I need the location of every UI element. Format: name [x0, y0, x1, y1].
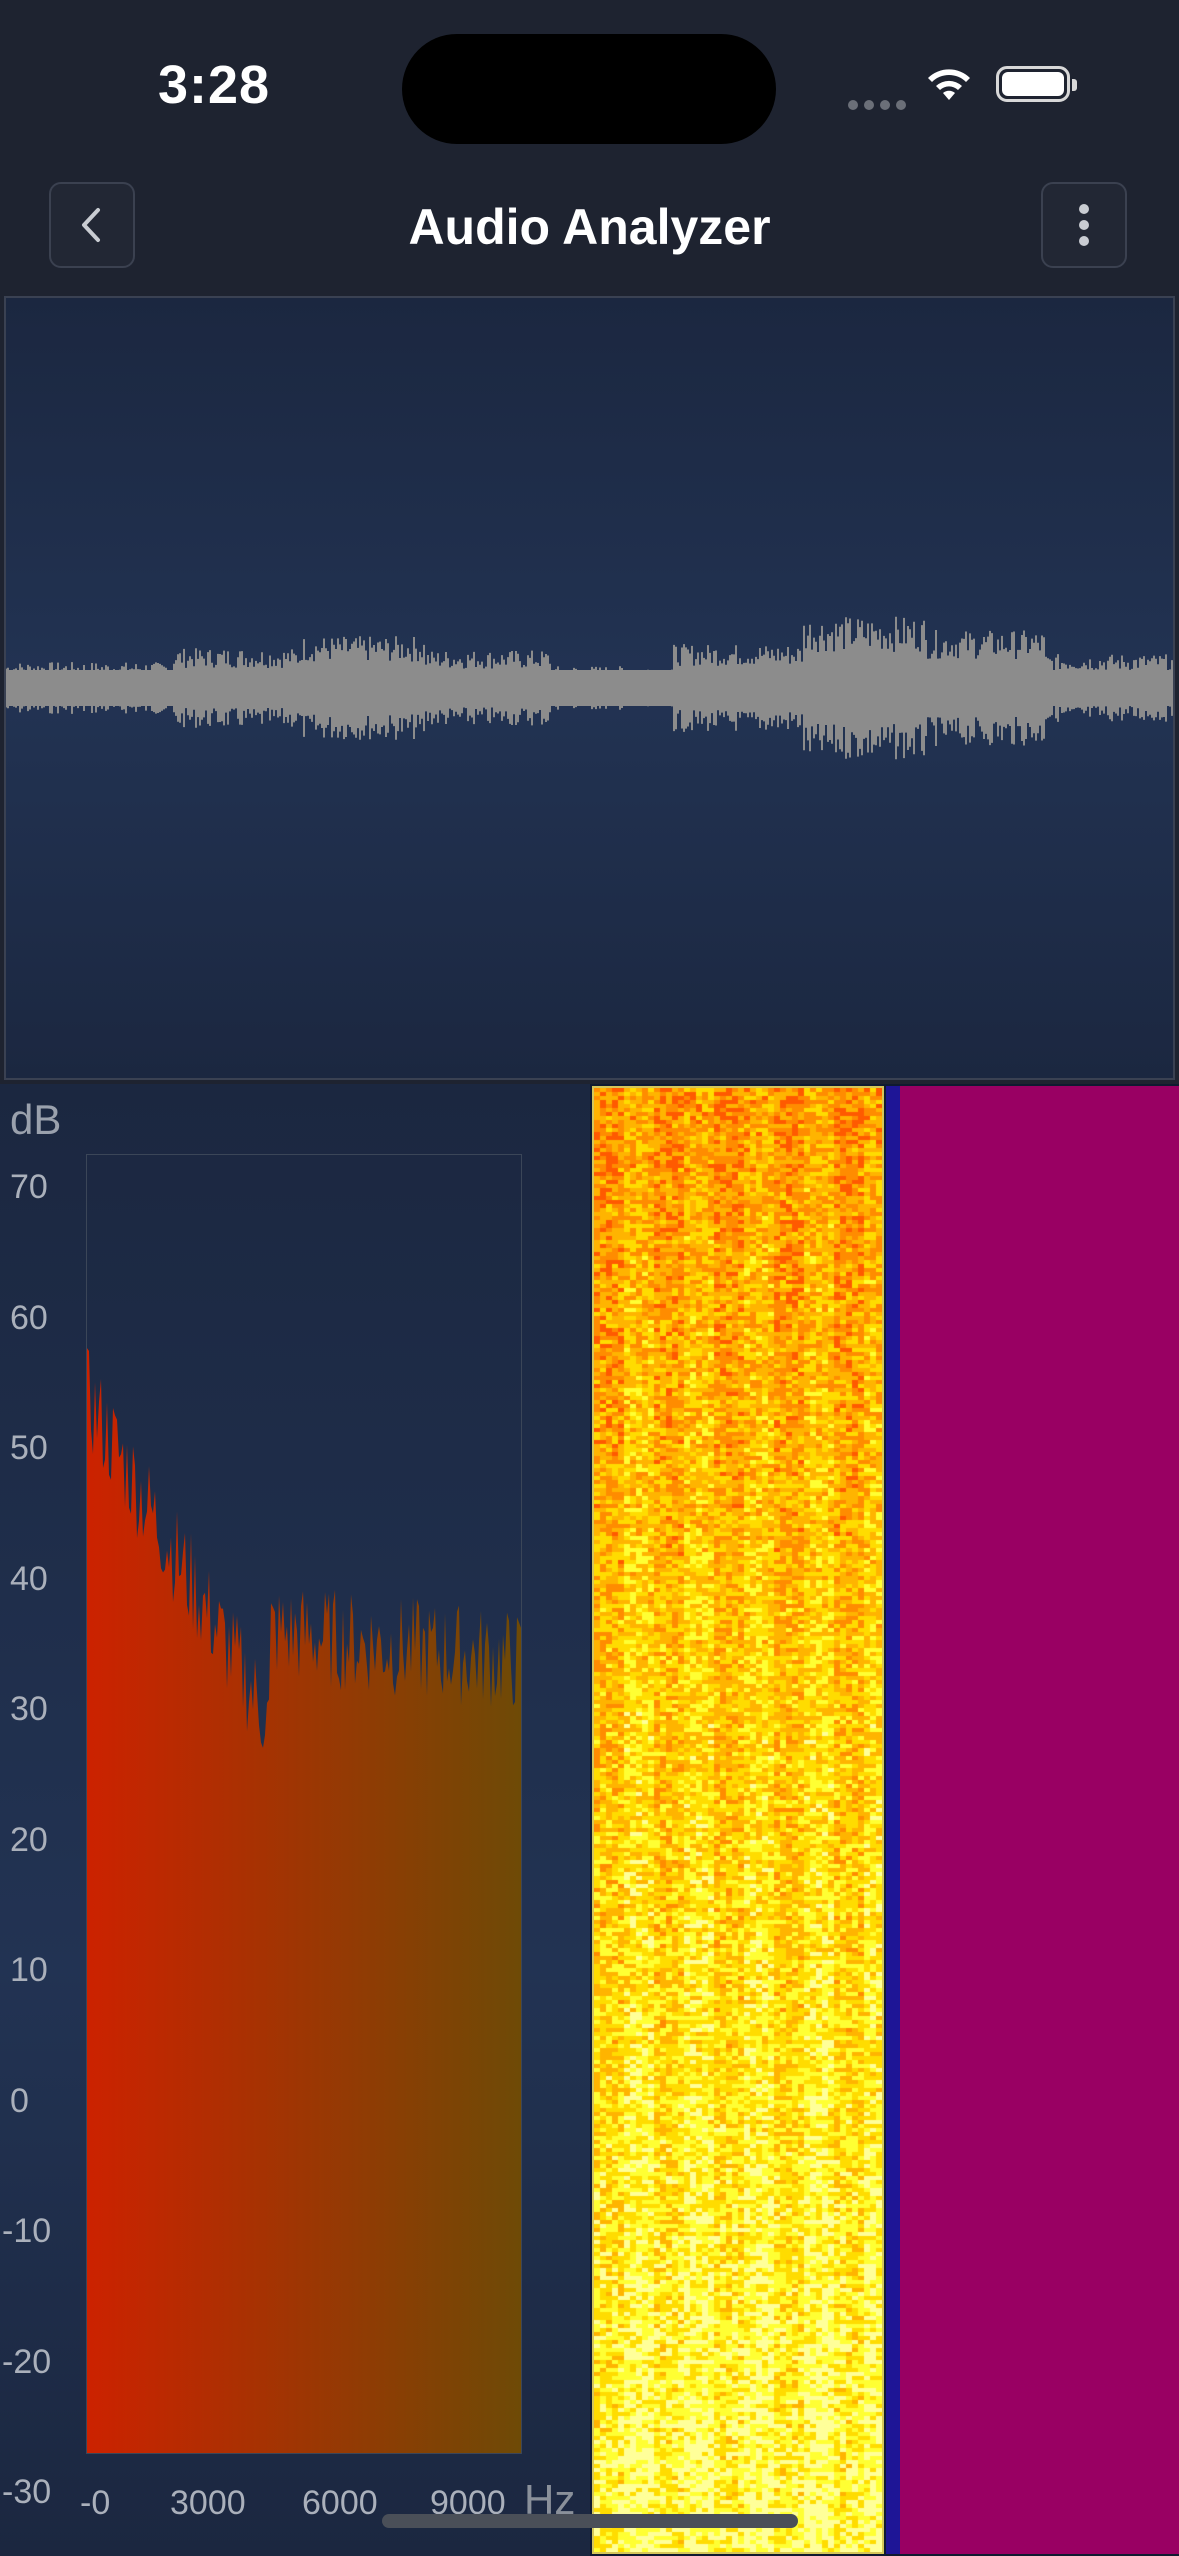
more-options-button[interactable]: [1041, 182, 1127, 268]
spectrogram-heatmap: [592, 1086, 884, 2554]
x-tick-label: 6000: [302, 2484, 378, 2522]
battery-icon: [996, 66, 1077, 102]
y-tick-label: 60: [10, 1298, 48, 1337]
y-tick-label: 0: [10, 2081, 29, 2120]
chevron-left-icon: [82, 208, 100, 242]
y-tick-label: 70: [10, 1168, 48, 1206]
nav-bar: Audio Analyzer: [0, 160, 1179, 295]
y-tick-label: 30: [10, 1690, 48, 1728]
waveform-view[interactable]: [4, 296, 1175, 1080]
wifi-icon: [924, 64, 974, 109]
x-tick-label: -0: [80, 2484, 111, 2522]
status-time: 3:28: [158, 55, 271, 115]
y-tick-label: -10: [2, 2212, 52, 2250]
page-title: Audio Analyzer: [408, 199, 771, 255]
back-button[interactable]: [49, 182, 135, 268]
more-vertical-icon: [1079, 204, 1089, 246]
spectrogram-playhead: [886, 1086, 900, 2554]
y-axis-label: dB: [10, 1096, 62, 1143]
spectrum-bars: [87, 1348, 521, 2453]
y-tick-label: -30: [2, 2473, 52, 2511]
dynamic-island: [402, 34, 776, 144]
y-tick-label: 20: [10, 1820, 48, 1859]
y-tick-label: 40: [10, 1559, 48, 1598]
status-bar: 3:28: [0, 0, 1179, 160]
spectrogram-empty-area: [900, 1086, 1179, 2554]
signal-dots-icon: [848, 97, 912, 115]
home-indicator[interactable]: [382, 2514, 798, 2528]
y-tick-label: 10: [10, 1951, 48, 1989]
y-tick-label: -20: [2, 2342, 52, 2381]
spectrogram-view[interactable]: [590, 1084, 1179, 2556]
spectrum-chart[interactable]: dB 70 60 50 40 30 20 10 0 -10 -20 -30 -0 3000 6000 90…: [0, 1084, 590, 2556]
spectrum-plot-frame: [86, 1154, 522, 2454]
x-tick-label: 3000: [170, 2484, 246, 2522]
y-tick-label: 50: [10, 1429, 48, 1467]
waveform-signal: [6, 616, 1173, 760]
